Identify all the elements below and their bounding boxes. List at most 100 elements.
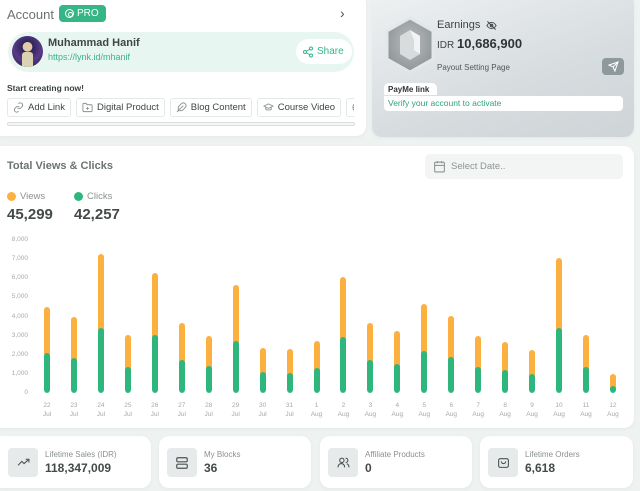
x-axis-label: 10 Aug <box>547 401 571 419</box>
bar-4-aug[interactable] <box>394 330 401 393</box>
bar-segment-views <box>97 254 104 331</box>
x-axis-label: 30 Jul <box>251 401 275 419</box>
bar-segment-clicks <box>44 353 50 393</box>
bar-10-aug[interactable] <box>556 257 563 393</box>
bar-28-jul[interactable] <box>205 336 212 393</box>
x-label-day: 5 <box>422 402 427 409</box>
earnings-label: Earnings <box>437 19 498 31</box>
earnings-currency: IDR <box>437 40 455 51</box>
bar-27-jul[interactable] <box>178 322 185 393</box>
bar-segment-clicks <box>502 370 509 393</box>
x-axis-label: 26 Jul <box>143 401 167 419</box>
x-axis-label: 4 Aug <box>385 401 409 419</box>
date-placeholder: Select Date.. <box>451 161 506 172</box>
bar-segment-views <box>609 374 616 389</box>
bar-segment-clicks <box>529 374 536 393</box>
bar-segment-views <box>448 315 455 360</box>
profile-link[interactable]: https://lynk.id/mhanif <box>48 52 131 62</box>
horizontal-scrollbar[interactable] <box>7 122 355 126</box>
users-icon <box>328 448 358 477</box>
stat-card-lifetime-orders[interactable]: Lifetime Orders 6,618 <box>480 436 633 488</box>
bar-segment-clicks <box>340 337 347 393</box>
stat-value: 118,347,009 <box>45 461 112 475</box>
stat-card-my-blocks[interactable]: My Blocks 36 <box>159 436 311 488</box>
pro-badge-icon <box>65 9 74 18</box>
x-label-month: Jul <box>258 411 267 418</box>
x-axis-label: 12 Aug <box>601 401 625 419</box>
stat-card-lifetime-sales[interactable]: Lifetime Sales (IDR) 118,347,009 <box>0 436 151 488</box>
bar-segment-clicks <box>609 385 616 393</box>
bar-11-aug[interactable] <box>583 334 589 393</box>
payout-setting-link[interactable]: Payout Setting Page <box>437 63 510 72</box>
bar-segment-views <box>70 316 77 362</box>
bar-segment-clicks <box>124 367 131 393</box>
bar-22-jul[interactable] <box>44 306 50 393</box>
bar-8-aug[interactable] <box>502 341 509 393</box>
bar-30-jul[interactable] <box>259 347 266 393</box>
bar-1-aug[interactable] <box>313 340 320 393</box>
bar-12-aug[interactable] <box>609 374 616 393</box>
avatar[interactable] <box>12 36 43 67</box>
x-label-month: Aug <box>499 411 511 418</box>
bar-23-jul[interactable] <box>70 316 77 393</box>
profile-name: Muhammad Hanif <box>48 37 140 49</box>
bar-24-jul[interactable] <box>97 254 104 393</box>
share-label: Share <box>317 46 344 57</box>
bar-segment-clicks <box>421 350 428 393</box>
digital-product-button[interactable]: Digital Product <box>75 98 165 117</box>
stat-label: Lifetime Orders <box>525 450 580 459</box>
bar-29-jul[interactable] <box>232 284 239 393</box>
bar-6-aug[interactable] <box>448 315 455 393</box>
bar-segment-clicks <box>178 359 185 393</box>
x-label-month: Aug <box>337 411 350 418</box>
x-label-month: Jul <box>96 411 106 418</box>
bar-segment-views <box>178 322 185 363</box>
x-axis-label: 29 Jul <box>224 401 248 419</box>
stat-label: Affiliate Products <box>365 450 425 459</box>
x-label-day: 8 <box>503 402 507 409</box>
feather-icon <box>176 102 187 113</box>
chevron-right-icon[interactable]: › <box>340 5 345 21</box>
x-axis-label: 22 Jul <box>35 401 59 419</box>
bar-25-jul[interactable] <box>124 334 131 393</box>
create-buttons-row: Add Link Digital Product Blog Content Co… <box>7 98 354 118</box>
x-label-day: 2 <box>341 402 346 409</box>
date-picker-input[interactable]: Select Date.. <box>425 154 623 179</box>
bar-26-jul[interactable] <box>151 273 158 393</box>
bar-9-aug[interactable] <box>529 349 536 393</box>
send-button[interactable] <box>602 58 624 75</box>
course-video-button[interactable]: Course Video <box>256 98 342 117</box>
bar-segment-views <box>313 340 320 372</box>
bar-31-jul[interactable] <box>286 349 293 393</box>
x-axis-label: 7 Aug <box>466 401 490 419</box>
add-link-button[interactable]: Add Link <box>7 98 71 117</box>
share-icon <box>303 46 313 57</box>
payme-verify-link[interactable]: Verify your account to activate <box>384 96 623 111</box>
x-label-month: Jul <box>204 411 213 418</box>
bar-segment-clicks <box>70 358 77 393</box>
add-link-label: Add Link <box>28 102 65 113</box>
x-label-day: 10 <box>555 402 563 409</box>
bar-3-aug[interactable] <box>367 322 374 393</box>
bar-5-aug[interactable] <box>421 303 428 393</box>
media-kit-button[interactable]: Media Kit <box>346 98 354 117</box>
bar-7-aug[interactable] <box>475 336 482 393</box>
bar-segment-clicks <box>583 366 589 393</box>
payme-label: PayMe link <box>384 83 437 95</box>
views-dot-icon <box>7 192 16 201</box>
eye-off-icon[interactable] <box>486 20 498 31</box>
x-label-month: Aug <box>472 411 484 418</box>
link-icon <box>13 102 24 113</box>
blog-content-button[interactable]: Blog Content <box>169 98 252 117</box>
y-axis-tick: 8,000 <box>11 236 28 243</box>
x-label-month: Aug <box>580 411 592 418</box>
share-button[interactable]: Share <box>296 39 352 64</box>
bar-2-aug[interactable] <box>340 277 347 393</box>
x-axis-label: 27 Jul <box>170 401 194 419</box>
x-label-month: Aug <box>445 411 458 418</box>
x-axis-label: 23 Jul <box>62 401 86 419</box>
stat-card-affiliate-products[interactable]: Affiliate Products 0 <box>320 436 472 488</box>
x-label-day: 1 <box>314 402 319 409</box>
views-clicks-card: Total Views & Clicks Select Date.. Views… <box>0 146 634 428</box>
x-label-day: 24 <box>97 402 105 409</box>
